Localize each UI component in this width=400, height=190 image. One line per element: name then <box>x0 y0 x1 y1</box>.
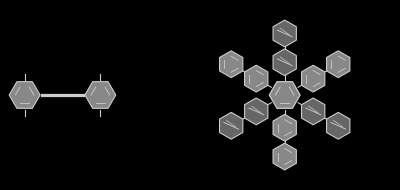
Polygon shape <box>326 51 350 78</box>
Polygon shape <box>326 112 350 139</box>
Polygon shape <box>244 98 268 125</box>
Polygon shape <box>244 65 268 92</box>
Polygon shape <box>302 65 325 92</box>
Polygon shape <box>269 82 300 108</box>
Polygon shape <box>273 20 296 47</box>
Polygon shape <box>220 112 243 139</box>
Polygon shape <box>220 51 243 78</box>
Polygon shape <box>85 82 116 108</box>
Polygon shape <box>273 114 296 141</box>
Polygon shape <box>273 49 296 76</box>
Polygon shape <box>302 98 325 125</box>
Polygon shape <box>273 143 296 170</box>
Polygon shape <box>9 82 40 108</box>
